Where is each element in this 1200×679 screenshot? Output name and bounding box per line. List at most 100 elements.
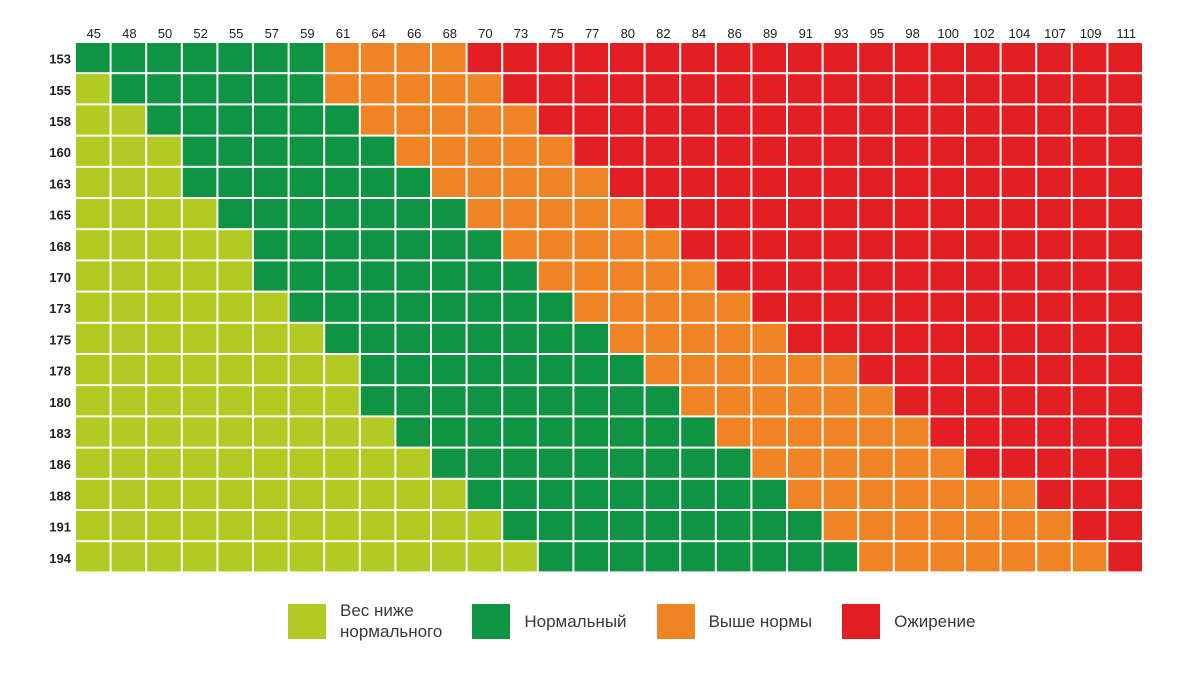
heatmap-cell-under [76, 511, 110, 541]
heatmap-cell-obese [966, 417, 1000, 447]
heatmap-cell-normal [289, 167, 324, 197]
heatmap-cell-obese [894, 230, 929, 260]
heatmap-cell-under [467, 542, 502, 572]
heatmap-cell-normal [645, 417, 680, 447]
heatmap-cell-over [645, 292, 680, 322]
heatmap-cell-obese [1037, 448, 1071, 478]
heatmap-cell-normal [467, 323, 502, 353]
heatmap-cell-over [823, 386, 858, 416]
heatmap-cell-obese [645, 74, 680, 104]
heatmap-cell-obese [894, 105, 929, 135]
heatmap-cell-normal [396, 261, 430, 291]
heatmap-cell-over [1072, 542, 1107, 572]
heatmap-cell-normal [254, 105, 288, 135]
heatmap-cell-obese [966, 448, 1000, 478]
heatmap-cell-normal [396, 386, 430, 416]
x-tick-label: 48 [122, 26, 136, 41]
heatmap-cell-under [254, 323, 288, 353]
heatmap-cell-under [111, 355, 146, 385]
y-tick-label: 188 [49, 488, 71, 503]
heatmap-cell-normal [325, 105, 359, 135]
heatmap-cell-normal [467, 355, 502, 385]
heatmap-cell-over [894, 479, 929, 509]
heatmap-cell-under [111, 230, 146, 260]
heatmap-cell-under [289, 355, 324, 385]
heatmap-cell-normal [503, 355, 537, 385]
heatmap-cell-under [289, 448, 324, 478]
heatmap-cell-normal [538, 386, 573, 416]
heatmap-cell-normal [610, 386, 644, 416]
x-tick-label: 73 [514, 26, 528, 41]
heatmap-cell-under [182, 417, 217, 447]
heatmap-cell-under [147, 417, 181, 447]
heatmap-cell-under [76, 136, 110, 166]
heatmap-cell-obese [752, 74, 786, 104]
heatmap-cell-over [396, 43, 430, 73]
heatmap-cell-normal [325, 292, 359, 322]
heatmap-cell-under [111, 386, 146, 416]
heatmap-cell-normal [396, 355, 430, 385]
heatmap-cell-normal [289, 74, 324, 104]
heatmap-cell-normal [360, 386, 395, 416]
heatmap-cell-normal [503, 323, 537, 353]
heatmap-cell-normal [681, 417, 715, 447]
x-tick-label: 77 [585, 26, 599, 41]
heatmap-cell-obese [894, 323, 929, 353]
heatmap-cell-normal [396, 417, 430, 447]
heatmap-cell-obese [610, 43, 644, 73]
heatmap-cell-obese [966, 261, 1000, 291]
heatmap-cell-obese [788, 136, 822, 166]
heatmap-cell-over [467, 105, 502, 135]
heatmap-cell-under [147, 542, 181, 572]
heatmap-cell-obese [1037, 136, 1071, 166]
heatmap-cell-normal [574, 542, 608, 572]
heatmap-cell-normal [503, 417, 537, 447]
heatmap-cell-under [432, 542, 466, 572]
x-tick-label: 89 [763, 26, 777, 41]
y-tick-label: 186 [49, 457, 71, 472]
heatmap-cell-over [859, 542, 893, 572]
heatmap-cell-under [76, 448, 110, 478]
heatmap-cell-under [111, 448, 146, 478]
heatmap-cell-normal [76, 43, 110, 73]
heatmap-cell-obese [859, 74, 893, 104]
heatmap-cell-under [147, 511, 181, 541]
heatmap-cell-obese [894, 261, 929, 291]
heatmap-cell-obese [716, 230, 751, 260]
heatmap-cell-under [254, 386, 288, 416]
heatmap-cell-normal [467, 261, 502, 291]
heatmap-cell-obese [823, 261, 858, 291]
heatmap-cell-obese [645, 136, 680, 166]
x-tick-label: 111 [1116, 26, 1136, 41]
heatmap-cell-obese [681, 105, 715, 135]
heatmap-cell-over [716, 355, 751, 385]
heatmap-cell-obese [930, 167, 964, 197]
heatmap-cell-normal [681, 448, 715, 478]
heatmap-cell-over [1037, 511, 1071, 541]
heatmap-cell-normal [289, 230, 324, 260]
heatmap-cell-over [574, 261, 608, 291]
y-tick-label: 165 [49, 208, 71, 223]
heatmap-cell-obese [1037, 292, 1071, 322]
heatmap-cell-normal [610, 511, 644, 541]
heatmap-cell-obese [752, 230, 786, 260]
heatmap-cell-normal [432, 261, 466, 291]
heatmap-cell-normal [325, 261, 359, 291]
heatmap-cell-obese [610, 74, 644, 104]
heatmap-cell-over [859, 448, 893, 478]
heatmap-cell-under [147, 292, 181, 322]
heatmap-cell-under [325, 479, 359, 509]
heatmap-cell-obese [752, 261, 786, 291]
heatmap-cell-normal [716, 511, 751, 541]
heatmap-cell-under [325, 542, 359, 572]
heatmap-cell-normal [538, 448, 573, 478]
heatmap-cell-obese [716, 199, 751, 229]
heatmap-cell-obese [823, 167, 858, 197]
heatmap-cell-normal [325, 136, 359, 166]
heatmap-cell-normal [182, 43, 217, 73]
heatmap-cell-under [254, 417, 288, 447]
heatmap-cell-obese [1001, 43, 1036, 73]
heatmap-cell-obese [574, 43, 608, 73]
y-tick-label: 158 [49, 114, 71, 129]
heatmap-cell-normal [396, 167, 430, 197]
